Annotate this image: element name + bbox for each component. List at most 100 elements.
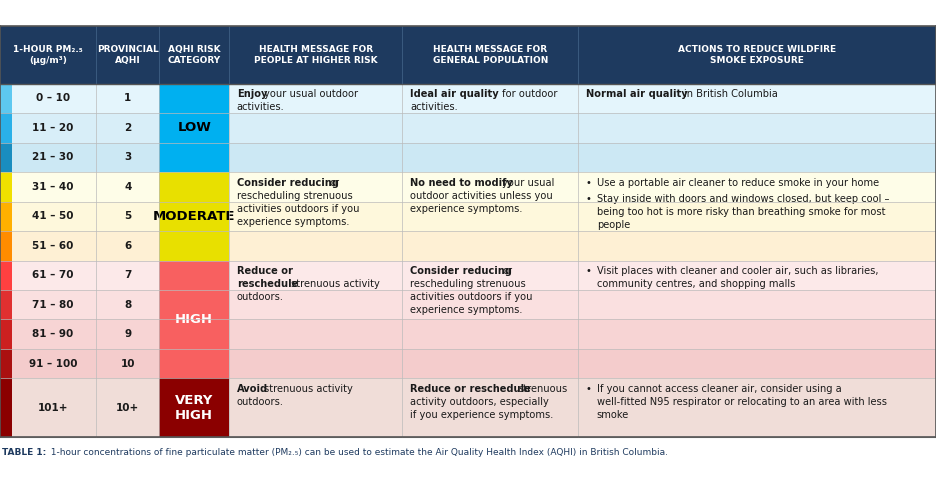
Text: •: • — [586, 194, 595, 204]
Text: activities outdoors if you: activities outdoors if you — [410, 292, 533, 302]
Bar — [0, 261, 936, 290]
Text: strenuous activity: strenuous activity — [291, 279, 380, 289]
Text: rescheduling strenuous: rescheduling strenuous — [410, 279, 526, 289]
Text: strenuous: strenuous — [519, 384, 568, 394]
Text: your usual outdoor: your usual outdoor — [264, 89, 358, 99]
Text: reschedule: reschedule — [237, 279, 298, 289]
Text: outdoors.: outdoors. — [237, 292, 284, 302]
Text: 41 – 50: 41 – 50 — [32, 211, 74, 221]
Text: No need to modify: No need to modify — [410, 178, 513, 188]
Text: 8: 8 — [124, 300, 131, 310]
Text: 5: 5 — [124, 211, 131, 221]
Text: Reduce or reschedule: Reduce or reschedule — [410, 384, 531, 394]
Text: TABLE 1:: TABLE 1: — [2, 448, 46, 457]
Text: activities.: activities. — [410, 102, 458, 112]
Text: activities outdoors if you: activities outdoors if you — [237, 204, 359, 214]
Bar — [0, 349, 12, 379]
Text: Normal air quality: Normal air quality — [586, 89, 688, 99]
Text: 4: 4 — [124, 182, 131, 192]
Text: 21 – 30: 21 – 30 — [32, 152, 74, 163]
Text: •: • — [586, 266, 595, 276]
Text: experience symptoms.: experience symptoms. — [410, 204, 522, 214]
Bar — [0, 290, 936, 319]
Bar — [159, 84, 229, 172]
Text: HEALTH MESSAGE FOR
GENERAL POPULATION: HEALTH MESSAGE FOR GENERAL POPULATION — [432, 45, 548, 65]
Text: VERY
HIGH: VERY HIGH — [175, 394, 213, 422]
Text: 101+: 101+ — [37, 403, 68, 413]
Text: Reduce or: Reduce or — [237, 266, 293, 276]
Text: 1-HOUR PM₂.₅
(μg/m³): 1-HOUR PM₂.₅ (μg/m³) — [13, 45, 83, 65]
Text: for outdoor: for outdoor — [503, 89, 558, 99]
Bar — [0, 231, 936, 261]
Bar — [159, 261, 229, 379]
Text: Consider reducing: Consider reducing — [410, 266, 512, 276]
Text: AQHI RISK
CATEGORY: AQHI RISK CATEGORY — [168, 45, 221, 65]
Text: 31 – 40: 31 – 40 — [32, 182, 74, 192]
Text: MODERATE: MODERATE — [153, 210, 236, 223]
Text: 10+: 10+ — [116, 403, 139, 413]
Bar — [159, 379, 229, 437]
Bar — [0, 172, 936, 202]
Bar — [0, 202, 936, 231]
Bar — [0, 319, 12, 349]
Text: Enjoy: Enjoy — [237, 89, 268, 99]
Text: 1-hour concentrations of fine particulate matter (PM₂.₅) can be used to estimate: 1-hour concentrations of fine particulat… — [45, 448, 668, 457]
Text: Consider reducing: Consider reducing — [237, 178, 339, 188]
Text: If you cannot access cleaner air, consider using a: If you cannot access cleaner air, consid… — [597, 384, 841, 394]
Text: 6: 6 — [124, 241, 131, 251]
Bar — [0, 142, 12, 172]
Bar — [0, 319, 936, 349]
Text: Stay inside with doors and windows closed, but keep cool –: Stay inside with doors and windows close… — [597, 194, 889, 204]
Text: HEALTH MESSAGE FOR
PEOPLE AT HIGHER RISK: HEALTH MESSAGE FOR PEOPLE AT HIGHER RISK — [254, 45, 378, 65]
Bar — [0, 84, 936, 113]
Text: well-fitted N95 respirator or relocating to an area with less: well-fitted N95 respirator or relocating… — [597, 397, 886, 407]
Text: 3: 3 — [124, 152, 131, 163]
Text: 11 – 20: 11 – 20 — [32, 123, 74, 133]
Bar — [0, 231, 12, 261]
Bar — [0, 26, 936, 84]
Bar — [0, 113, 936, 142]
Text: outdoor activities unless you: outdoor activities unless you — [410, 191, 553, 201]
Text: rescheduling strenuous: rescheduling strenuous — [237, 191, 353, 201]
Bar — [159, 172, 229, 261]
Text: 1: 1 — [124, 93, 131, 103]
Bar — [0, 172, 12, 202]
Text: activity outdoors, especially: activity outdoors, especially — [410, 397, 548, 407]
Text: 2: 2 — [124, 123, 131, 133]
Bar — [0, 261, 12, 290]
Text: 71 – 80: 71 – 80 — [32, 300, 74, 310]
Text: 61 – 70: 61 – 70 — [32, 270, 74, 280]
Bar — [0, 290, 12, 319]
Text: 10: 10 — [121, 358, 135, 369]
Text: community centres, and shopping malls: community centres, and shopping malls — [597, 279, 796, 289]
Text: if you experience symptoms.: if you experience symptoms. — [410, 410, 553, 420]
Text: strenuous activity: strenuous activity — [264, 384, 353, 394]
Text: •: • — [586, 178, 595, 188]
Text: 91 – 100: 91 – 100 — [29, 358, 77, 369]
Text: Avoid: Avoid — [237, 384, 268, 394]
Text: Use a portable air cleaner to reduce smoke in your home: Use a portable air cleaner to reduce smo… — [597, 178, 879, 188]
Text: experience symptoms.: experience symptoms. — [410, 305, 522, 315]
Text: 51 – 60: 51 – 60 — [32, 241, 74, 251]
Text: people: people — [597, 220, 630, 230]
Text: 0 – 10: 0 – 10 — [36, 93, 70, 103]
Text: activities.: activities. — [237, 102, 285, 112]
Text: PROVINCIAL
AQHI: PROVINCIAL AQHI — [97, 45, 158, 65]
Text: in British Columbia: in British Columbia — [683, 89, 778, 99]
Text: 81 – 90: 81 – 90 — [32, 329, 74, 339]
Text: 7: 7 — [124, 270, 131, 280]
Bar — [0, 84, 12, 113]
Bar — [0, 349, 936, 379]
Bar — [0, 113, 12, 142]
Text: HIGH: HIGH — [175, 313, 213, 326]
Text: experience symptoms.: experience symptoms. — [237, 217, 349, 227]
Text: LOW: LOW — [177, 121, 212, 134]
Text: outdoors.: outdoors. — [237, 397, 284, 407]
Text: Ideal air quality: Ideal air quality — [410, 89, 499, 99]
Text: •: • — [586, 384, 595, 394]
Text: ACTIONS TO REDUCE WILDFIRE
SMOKE EXPOSURE: ACTIONS TO REDUCE WILDFIRE SMOKE EXPOSUR… — [679, 45, 836, 65]
Text: or: or — [503, 266, 512, 276]
Text: being too hot is more risky than breathing smoke for most: being too hot is more risky than breathi… — [597, 207, 885, 217]
Text: smoke: smoke — [597, 410, 629, 420]
Bar — [0, 142, 936, 172]
